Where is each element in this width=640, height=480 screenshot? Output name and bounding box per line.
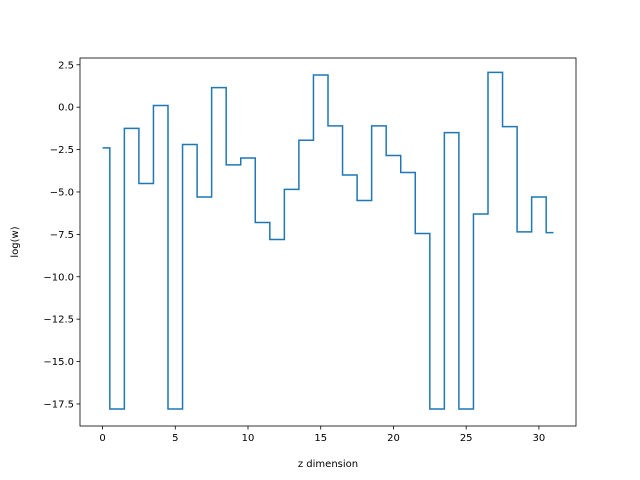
- y-tick-label: −2.5: [50, 145, 74, 156]
- x-tick-label: 15: [314, 433, 327, 444]
- y-tick-label: 0.0: [58, 103, 74, 114]
- x-tick-label: 25: [460, 433, 473, 444]
- y-tick-label: −12.5: [43, 315, 74, 326]
- x-tick-label: 20: [387, 433, 400, 444]
- y-axis-label: log(w): [10, 226, 21, 257]
- x-tick-label: 5: [172, 433, 178, 444]
- axes: 0 5 10 15 20 25 30 2.5 0.0 −2.5 −5.0 −7.5 −10.0 −12.5…: [43, 57, 577, 444]
- x-tick-label: 10: [242, 433, 255, 444]
- plot-area: [102, 71, 554, 410]
- y-tick-label: −10.0: [43, 272, 74, 283]
- y-tick-label: 2.5: [58, 60, 74, 71]
- y-tick-label: −17.5: [43, 399, 74, 410]
- y-tick-label: −15.0: [43, 357, 74, 368]
- x-tick-label: 0: [99, 433, 105, 444]
- y-tick-label: −7.5: [50, 230, 74, 241]
- x-axis-label: z dimension: [298, 459, 358, 470]
- x-tick-label: 30: [533, 433, 546, 444]
- axes-frame: [79, 57, 577, 427]
- series-line-0: [102, 71, 554, 410]
- y-tick-label: −5.0: [50, 187, 74, 198]
